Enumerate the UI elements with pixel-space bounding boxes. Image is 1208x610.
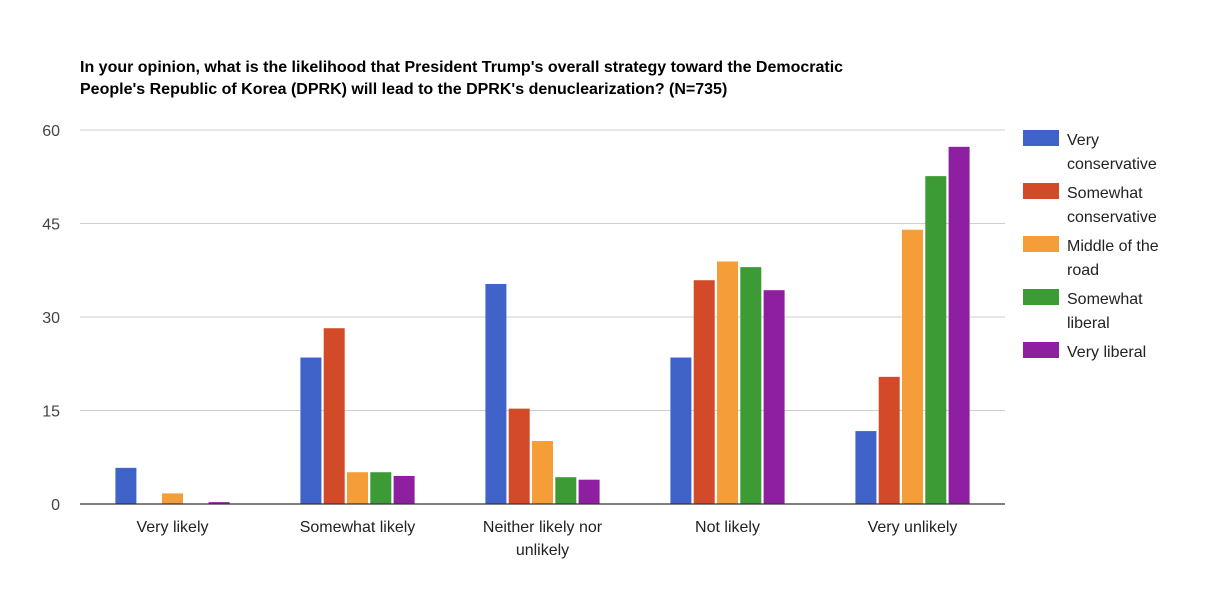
- bar: [323, 328, 345, 504]
- x-category-label: Very likely: [136, 519, 208, 536]
- legend-swatch: [1023, 289, 1059, 305]
- x-category-label: Somewhat likely: [300, 519, 416, 536]
- bar: [370, 472, 392, 504]
- legend-label: road: [1067, 262, 1099, 279]
- y-tick-label: 60: [42, 123, 60, 140]
- bar: [347, 472, 368, 504]
- bar: [693, 280, 715, 504]
- legend-label: Somewhat: [1067, 291, 1143, 308]
- legend-label: conservative: [1067, 156, 1157, 173]
- legend-swatch: [1023, 236, 1059, 252]
- bar: [532, 441, 553, 504]
- x-category-label: Very unlikely: [868, 519, 958, 536]
- chart-title: In your opinion, what is the likelihood …: [80, 57, 980, 101]
- legend-label: Very liberal: [1067, 344, 1146, 361]
- bar: [902, 229, 923, 504]
- bar: [670, 357, 692, 504]
- y-tick-label: 30: [42, 310, 60, 327]
- bar: [740, 267, 762, 504]
- y-tick-label: 0: [51, 497, 60, 514]
- bar: [300, 357, 322, 504]
- legend-swatch: [1023, 130, 1059, 146]
- legend-swatch: [1023, 183, 1059, 199]
- bar: [948, 146, 970, 504]
- x-category-label: Not likely: [695, 519, 760, 536]
- bar: [925, 176, 947, 505]
- chart-title-line-2: People's Republic of Korea (DPRK) will l…: [80, 81, 728, 98]
- bar: [717, 261, 738, 504]
- bar: [578, 479, 600, 504]
- bar: [508, 408, 530, 504]
- y-tick-label: 45: [42, 217, 60, 234]
- bar: [878, 376, 900, 504]
- bar: [208, 502, 230, 504]
- legend-label: Middle of the: [1067, 238, 1159, 255]
- bar: [555, 477, 577, 504]
- legend-swatch: [1023, 342, 1059, 358]
- legend-label: Somewhat: [1067, 185, 1143, 202]
- bar: [162, 493, 183, 504]
- legend-label: conservative: [1067, 209, 1157, 226]
- bar: [393, 475, 415, 504]
- y-tick-label: 15: [42, 404, 60, 421]
- bar: [763, 290, 785, 504]
- x-category-label: Neither likely nor: [483, 519, 603, 536]
- bar: [855, 431, 877, 504]
- x-category-label: unlikely: [516, 542, 569, 559]
- bar: [485, 283, 507, 504]
- legend-label: Very: [1067, 132, 1099, 149]
- bar: [115, 467, 137, 504]
- chart-title-line-1: In your opinion, what is the likelihood …: [80, 59, 844, 76]
- legend-label: liberal: [1067, 315, 1110, 332]
